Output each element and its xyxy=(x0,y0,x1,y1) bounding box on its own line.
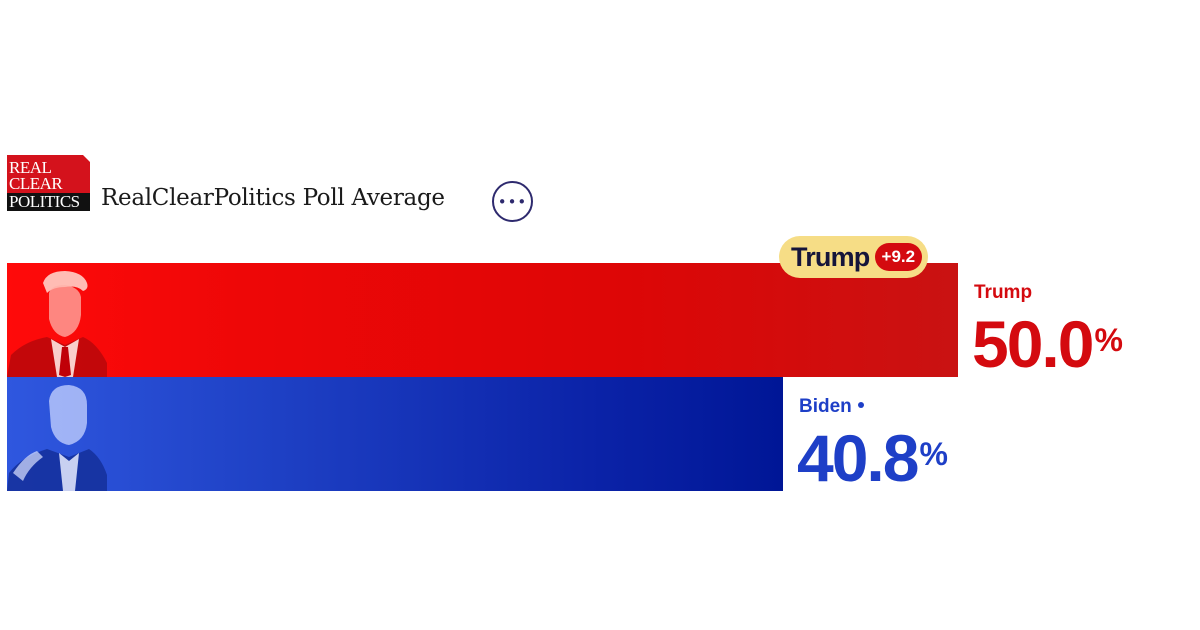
biden-label: Biden xyxy=(799,396,864,418)
biden-value-number: 40.8 xyxy=(797,421,919,495)
chart-title: RealClearPolitics Poll Average xyxy=(101,185,445,211)
trump-label: Trump xyxy=(974,282,1033,303)
dot-icon xyxy=(857,401,864,408)
biden-value: 40.8% xyxy=(797,425,948,491)
lead-badge: Trump +9.2 xyxy=(779,236,929,278)
logo-red-block xyxy=(7,155,90,193)
logo-black-strip xyxy=(7,193,90,211)
ellipsis-icon: ••• xyxy=(497,192,528,211)
trump-portrait-icon xyxy=(7,271,107,377)
more-options-button[interactable]: ••• xyxy=(492,181,533,222)
bar-biden xyxy=(7,377,783,491)
biden-label-text: Biden xyxy=(799,396,852,417)
trump-value-number: 50.0 xyxy=(972,307,1094,381)
trump-value: 50.0% xyxy=(972,311,1123,377)
bar-trump xyxy=(7,263,958,377)
biden-portrait-icon xyxy=(7,385,107,491)
realclearpolitics-logo: REAL CLEAR POLITICS xyxy=(7,155,90,211)
chart-header: REAL CLEAR POLITICS RealClearPolitics Po… xyxy=(7,155,547,223)
percent-sign: % xyxy=(919,436,948,472)
lead-margin: +9.2 xyxy=(874,243,923,271)
lead-candidate-name: Trump xyxy=(791,241,870,272)
logo-text-line: REAL xyxy=(9,158,52,177)
logo-text-line: POLITICS xyxy=(9,192,80,211)
logo-text-line: CLEAR xyxy=(9,174,63,193)
percent-sign: % xyxy=(1094,322,1123,358)
